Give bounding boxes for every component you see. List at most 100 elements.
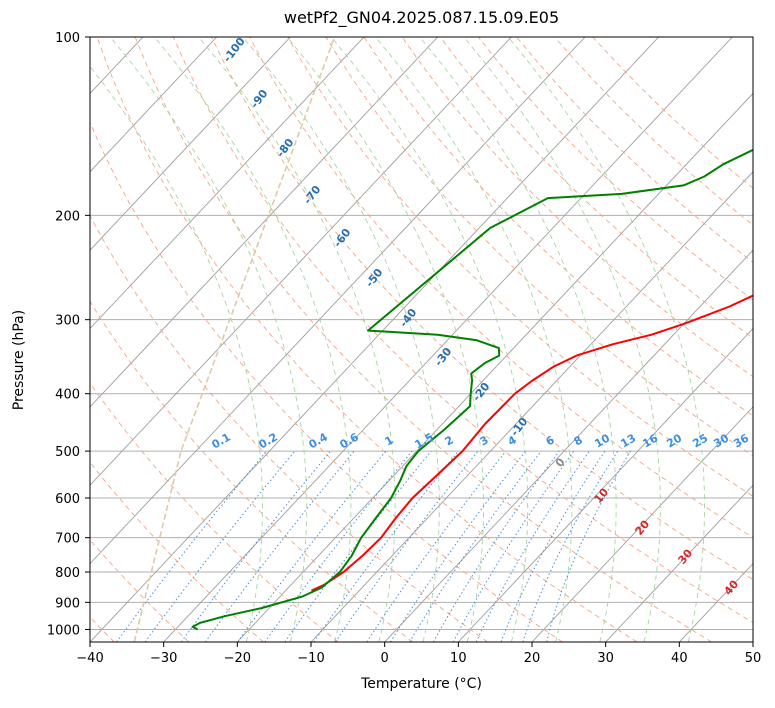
mixing-ratio-line [144, 450, 296, 642]
mixing-ratio-label: 0.4 [307, 430, 331, 451]
isotherm-gridline [90, 37, 291, 251]
mixing-ratio-label: 13 [618, 432, 638, 451]
dry-adiabat [478, 37, 753, 301]
y-tick-label: 400 [55, 388, 80, 403]
x-tick-label: 40 [671, 651, 688, 666]
mixing-ratio-line [284, 450, 432, 642]
mixing-ratio-line [390, 450, 527, 642]
isotherm-gridline [384, 249, 753, 642]
dry-adiabat [90, 214, 488, 642]
isotherm-gridline [531, 406, 753, 642]
moist-adiabat [109, 37, 308, 642]
x-tick-label: 10 [450, 651, 467, 666]
isotherm-label: -40 [397, 306, 420, 330]
moist-adiabat [507, 37, 705, 642]
x-tick-label: 50 [745, 651, 762, 666]
moist-adiabat [242, 37, 440, 642]
mixing-ratio-label: 16 [640, 431, 660, 450]
y-tick-label: 300 [55, 314, 80, 329]
moist-adiabat [463, 37, 661, 642]
mixing-ratio-label: 20 [664, 431, 684, 450]
mixing-ratio-label: 0.1 [210, 430, 233, 451]
x-tick-label: 0 [381, 651, 389, 666]
x-tick-label: −10 [297, 651, 324, 666]
dry-adiabat [325, 37, 753, 457]
y-tick-label: 700 [55, 532, 80, 547]
x-tick-label: 30 [597, 651, 614, 666]
dry-adiabat [90, 300, 414, 642]
dry-adiabat [90, 382, 339, 642]
red-isoline-label: 0 [553, 455, 568, 469]
moist-adiabat [90, 65, 263, 642]
isotherm-gridline [237, 92, 753, 642]
isotherm-gridline [752, 641, 753, 642]
red-isoline-label: 20 [632, 517, 652, 537]
isotherm-gridline [90, 37, 439, 408]
dry-adiabat [90, 121, 563, 642]
mixing-ratio-label: 3 [478, 433, 491, 448]
mixing-ratio-line [452, 450, 575, 642]
mixing-ratio-line [432, 450, 560, 642]
mixing-ratio-line [237, 450, 387, 642]
saturation-curve [133, 37, 336, 642]
dry-adiabat [172, 37, 753, 623]
y-tick-label: 500 [55, 445, 80, 460]
mixing-ratio-line [546, 450, 631, 642]
dry-adiabat [90, 539, 190, 642]
isotherm-gridline [90, 37, 365, 330]
mixing-ratio-line [500, 450, 606, 642]
plot-area [0, 37, 753, 642]
isotherm-label: -90 [248, 87, 271, 111]
y-tick-label: 800 [55, 566, 80, 581]
mixing-ratio-label: 8 [572, 433, 585, 448]
y-tick-label: 200 [55, 209, 80, 224]
isotherm-gridline [605, 484, 753, 642]
mixing-ratio-line [116, 450, 267, 642]
mixing-ratio-label: 6 [544, 433, 557, 448]
dry-adiabat [439, 37, 753, 339]
isotherm-gridline [90, 37, 144, 95]
isotherm-gridline [90, 37, 218, 173]
isotherm-label: -30 [432, 345, 455, 369]
red-isoline-label: 40 [721, 577, 741, 597]
moist-adiabat [330, 37, 529, 642]
mixing-ratio-label: 36 [731, 431, 751, 450]
mixing-ratio-line [366, 450, 507, 642]
dry-adiabat [90, 616, 115, 642]
x-tick-label: −20 [224, 651, 251, 666]
isotherm-gridline [0, 37, 69, 642]
mixing-ratio-line [204, 450, 355, 642]
mixing-ratio-line [313, 450, 459, 642]
y-tick-label: 600 [55, 492, 80, 507]
moist-adiabat [198, 37, 396, 642]
temperature-profile-line [310, 294, 753, 592]
dry-adiabat [401, 37, 753, 378]
mixing-ratio-label: 1 [383, 433, 396, 448]
x-tick-label: −30 [150, 651, 177, 666]
isotherm-gridline [163, 37, 733, 642]
mixing-ratio-label: 10 [592, 431, 612, 450]
isotherm-label: -70 [301, 183, 324, 207]
y-tick-label: 1000 [47, 623, 80, 638]
isotherm-label: -100 [221, 35, 248, 65]
x-axis-label: Temperature (°C) [361, 676, 482, 692]
mixing-ratio-line [180, 450, 331, 642]
isotherm-gridline [458, 327, 753, 642]
dry-adiabat [554, 37, 753, 226]
dry-adiabat [363, 37, 753, 417]
isotherm-label: -80 [274, 136, 297, 160]
y-tick-label: 100 [55, 31, 80, 46]
red-isoline-label: 10 [591, 485, 611, 505]
moist-adiabat [419, 37, 617, 642]
mixing-ratio-line [409, 450, 542, 642]
isotherm-gridline [90, 37, 512, 486]
mixing-ratio-label: 1.5 [413, 430, 436, 451]
mixing-ratio-line [334, 450, 479, 642]
y-tick-label: 900 [55, 596, 80, 611]
dry-adiabat [134, 37, 712, 642]
x-tick-label: −40 [76, 651, 103, 666]
isotherm-gridline [90, 37, 586, 565]
mixing-ratio-label: 25 [690, 432, 710, 451]
